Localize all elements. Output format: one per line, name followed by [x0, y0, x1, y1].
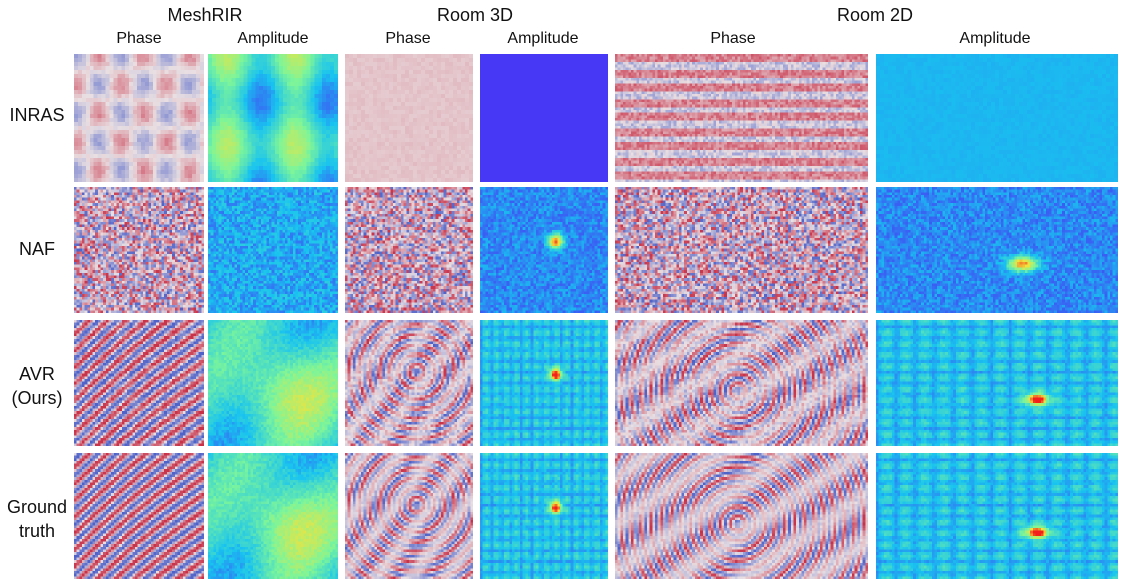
- panel-heatmap-avr-meshrir-phase: [74, 320, 204, 446]
- panel-ground-truth-meshrir-phase: [74, 453, 204, 579]
- panel-inras-room3d-amplitude: [480, 54, 608, 182]
- panel-heatmap-avr-room3d-amplitude: [480, 320, 608, 446]
- row-label-avr: AVR (Ours): [0, 362, 74, 410]
- panel-avr-room2d-amplitude: [876, 320, 1118, 446]
- panel-avr-room2d-phase: [615, 320, 868, 446]
- group-title-meshrir: MeshRIR: [167, 5, 243, 25]
- panel-heatmap-naf-room3d-phase: [345, 187, 473, 313]
- panel-heatmap-ground-truth-meshrir-amplitude: [208, 453, 338, 579]
- row-label-inras: INRAS: [0, 103, 74, 127]
- panel-heatmap-ground-truth-room3d-phase: [345, 453, 473, 579]
- row-label-naf: NAF: [0, 237, 74, 261]
- row-label-inras-line-1: INRAS: [9, 105, 65, 125]
- row-label-ground-truth-line-1: Ground: [6, 497, 68, 517]
- panel-naf-meshrir-amplitude: [208, 187, 338, 313]
- column-title-room3d-amplitude: Amplitude: [507, 30, 579, 47]
- panel-naf-room3d-amplitude: [480, 187, 608, 313]
- panel-heatmap-inras-room2d-amplitude: [876, 54, 1118, 182]
- panel-avr-meshrir-phase: [74, 320, 204, 446]
- panel-heatmap-avr-room2d-phase: [615, 320, 868, 446]
- panel-heatmap-avr-room2d-amplitude: [876, 320, 1118, 446]
- column-title-room3d-phase: Phase: [385, 30, 431, 47]
- panel-naf-room2d-amplitude: [876, 187, 1118, 313]
- column-title-meshrir-phase: Phase: [116, 30, 162, 47]
- group-title-room2d: Room 2D: [836, 5, 914, 25]
- column-title-room2d-amplitude: Amplitude: [959, 30, 1031, 47]
- panel-ground-truth-room2d-phase: [615, 453, 868, 579]
- panel-avr-room3d-phase: [345, 320, 473, 446]
- panel-heatmap-ground-truth-room3d-amplitude: [480, 453, 608, 579]
- panel-heatmap-naf-room2d-amplitude: [876, 187, 1118, 313]
- panel-heatmap-inras-room3d-amplitude: [480, 54, 608, 182]
- panel-heatmap-avr-meshrir-amplitude: [208, 320, 338, 446]
- panel-heatmap-naf-meshrir-phase: [74, 187, 204, 313]
- column-title-room2d-phase: Phase: [710, 30, 756, 47]
- panel-heatmap-naf-room3d-amplitude: [480, 187, 608, 313]
- row-label-naf-line-1: NAF: [19, 239, 55, 259]
- row-label-ground-truth: Ground truth: [0, 495, 74, 543]
- panel-avr-meshrir-amplitude: [208, 320, 338, 446]
- panel-inras-room2d-phase: [615, 54, 868, 182]
- panel-heatmap-naf-meshrir-amplitude: [208, 187, 338, 313]
- group-title-room3d: Room 3D: [436, 5, 514, 25]
- panel-naf-meshrir-phase: [74, 187, 204, 313]
- panel-heatmap-ground-truth-room2d-amplitude: [876, 453, 1118, 579]
- panel-inras-room3d-phase: [345, 54, 473, 182]
- panel-ground-truth-room3d-amplitude: [480, 453, 608, 579]
- panel-heatmap-inras-meshrir-phase: [74, 54, 204, 182]
- row-label-avr-line-1: AVR: [19, 364, 55, 384]
- panel-avr-room3d-amplitude: [480, 320, 608, 446]
- panel-ground-truth-meshrir-amplitude: [208, 453, 338, 579]
- panel-inras-meshrir-amplitude: [208, 54, 338, 182]
- panel-inras-room2d-amplitude: [876, 54, 1118, 182]
- panel-heatmap-inras-room3d-phase: [345, 54, 473, 182]
- row-label-ground-truth-line-2: truth: [18, 521, 56, 541]
- column-title-meshrir-amplitude: Amplitude: [237, 30, 309, 47]
- row-label-avr-line-2: (Ours): [11, 388, 63, 408]
- panel-heatmap-inras-room2d-phase: [615, 54, 868, 182]
- panel-naf-room2d-phase: [615, 187, 868, 313]
- panel-ground-truth-room2d-amplitude: [876, 453, 1118, 579]
- panel-naf-room3d-phase: [345, 187, 473, 313]
- panel-inras-meshrir-phase: [74, 54, 204, 182]
- panel-heatmap-inras-meshrir-amplitude: [208, 54, 338, 182]
- panel-ground-truth-room3d-phase: [345, 453, 473, 579]
- panel-heatmap-ground-truth-room2d-phase: [615, 453, 868, 579]
- panel-heatmap-ground-truth-meshrir-phase: [74, 453, 204, 579]
- panel-heatmap-naf-room2d-phase: [615, 187, 868, 313]
- panel-heatmap-avr-room3d-phase: [345, 320, 473, 446]
